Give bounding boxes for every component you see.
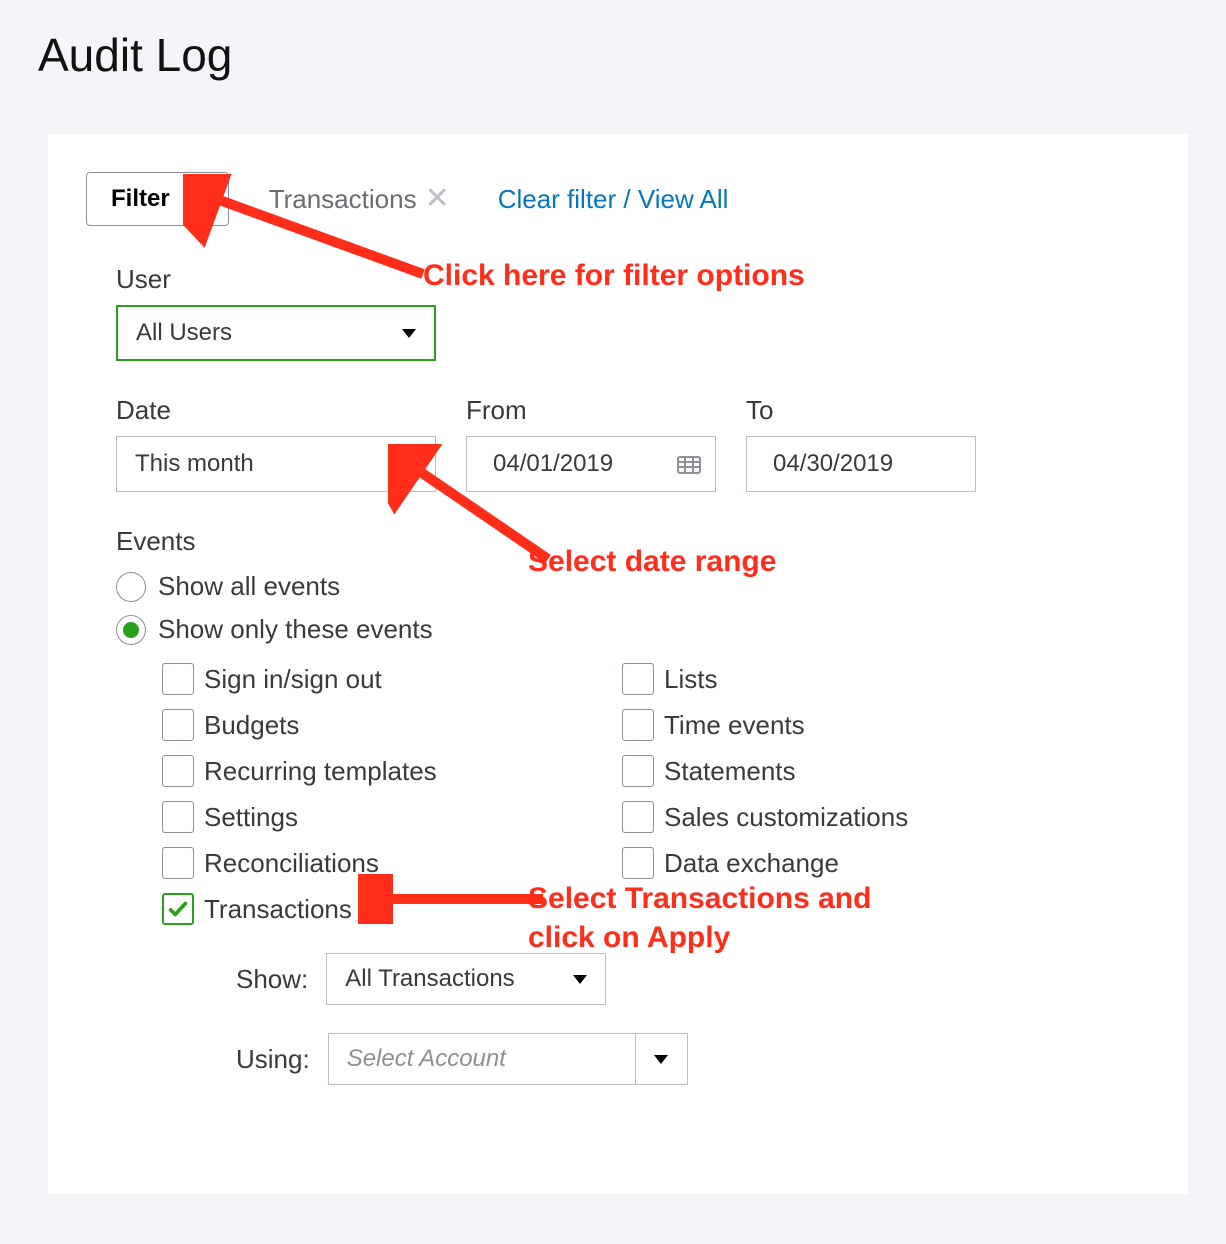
chevron-down-icon (403, 460, 417, 469)
checkbox-label: Sales customizations (664, 802, 908, 833)
radio-label: Show all events (158, 571, 340, 602)
checkbox-label: Statements (664, 756, 796, 787)
radio-label: Show only these events (158, 614, 433, 645)
checkbox-icon (162, 893, 194, 925)
event-checkbox[interactable]: Lists (622, 663, 1042, 695)
using-placeholder: Select Account (347, 1045, 506, 1073)
filter-body: User All Users Date This month From 04/0… (86, 264, 1150, 1085)
event-checkbox[interactable]: Sales customizations (622, 801, 1042, 833)
chip-label: Transactions (269, 184, 417, 215)
dropdown-caret-icon (184, 193, 204, 205)
chevron-down-icon (573, 975, 587, 984)
event-checkbox[interactable]: Transactions (162, 893, 582, 925)
checkbox-label: Recurring templates (204, 756, 437, 787)
checkbox-icon (162, 847, 194, 879)
user-select-value: All Users (136, 319, 232, 347)
to-label: To (746, 395, 976, 426)
checkbox-icon (622, 709, 654, 741)
events-heading: Events (116, 526, 1150, 557)
checkbox-label: Budgets (204, 710, 299, 741)
checkbox-icon (622, 801, 654, 833)
calendar-icon[interactable] (677, 454, 701, 474)
event-checkbox[interactable]: Settings (162, 801, 582, 833)
checkbox-icon (162, 663, 194, 695)
event-checkbox[interactable]: Reconciliations (162, 847, 582, 879)
checkbox-icon (162, 709, 194, 741)
events-checkbox-grid: Sign in/sign out Lists Budgets Time events R… (162, 663, 1150, 925)
to-date-value: 04/30/2019 (773, 450, 893, 478)
show-subrow: Show: All Transactions (236, 953, 1150, 1005)
radio-icon (116, 572, 146, 602)
using-label: Using: (236, 1044, 310, 1075)
checkbox-label: Time events (664, 710, 805, 741)
date-range-value: This month (135, 450, 254, 478)
checkbox-icon (622, 755, 654, 787)
date-range-select[interactable]: This month (116, 436, 436, 492)
date-label: Date (116, 395, 436, 426)
checkbox-label: Transactions (204, 894, 352, 925)
clear-filter-link[interactable]: Clear filter / View All (498, 184, 729, 215)
date-row: Date This month From 04/01/2019 (116, 395, 1150, 492)
user-label: User (116, 264, 1150, 295)
checkbox-icon (622, 663, 654, 695)
filter-panel: Filter Transactions ✕ Clear filter / Vie… (48, 134, 1188, 1194)
to-date-input[interactable]: 04/30/2019 (746, 436, 976, 492)
event-checkbox[interactable]: Sign in/sign out (162, 663, 582, 695)
event-checkbox[interactable]: Data exchange (622, 847, 1042, 879)
using-subrow: Using: Select Account (236, 1033, 1150, 1085)
radio-show-only[interactable]: Show only these events (116, 614, 1150, 645)
chevron-down-icon (402, 329, 416, 338)
event-checkbox[interactable]: Statements (622, 755, 1042, 787)
from-date-input[interactable]: 04/01/2019 (466, 436, 716, 492)
from-date-value: 04/01/2019 (493, 450, 613, 478)
chevron-down-icon (654, 1055, 668, 1064)
show-select-value: All Transactions (345, 965, 514, 993)
checkbox-label: Data exchange (664, 848, 839, 879)
show-select[interactable]: All Transactions (326, 953, 606, 1005)
checkbox-label: Lists (664, 664, 717, 695)
checkbox-label: Settings (204, 802, 298, 833)
event-checkbox[interactable]: Time events (622, 709, 1042, 741)
checkbox-label: Reconciliations (204, 848, 379, 879)
using-select[interactable]: Select Account (328, 1033, 688, 1085)
checkbox-icon (622, 847, 654, 879)
checkbox-label: Sign in/sign out (204, 664, 382, 695)
show-label: Show: (236, 964, 308, 995)
from-label: From (466, 395, 716, 426)
chip-close-icon[interactable]: ✕ (425, 184, 450, 214)
checkbox-icon (162, 801, 194, 833)
user-select[interactable]: All Users (116, 305, 436, 361)
event-checkbox[interactable]: Budgets (162, 709, 582, 741)
radio-show-all[interactable]: Show all events (116, 571, 1150, 602)
active-filter-chip: Transactions ✕ (269, 184, 450, 215)
event-checkbox[interactable]: Recurring templates (162, 755, 582, 787)
radio-icon (116, 615, 146, 645)
checkbox-icon (162, 755, 194, 787)
filter-top-bar: Filter Transactions ✕ Clear filter / Vie… (86, 172, 1150, 226)
filter-button[interactable]: Filter (86, 172, 229, 226)
filter-button-label: Filter (111, 185, 170, 213)
checkmark-icon (167, 898, 189, 920)
page-title: Audit Log (0, 0, 1226, 82)
